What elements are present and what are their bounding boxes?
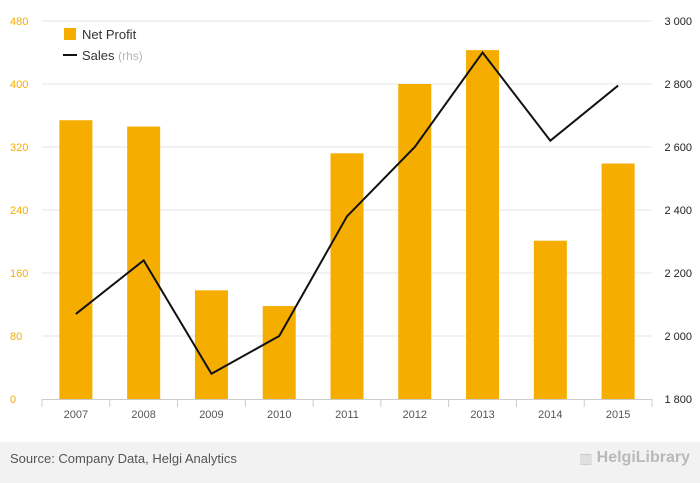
y-right-tick-label: 2 200 — [664, 268, 692, 280]
bar — [533, 240, 567, 399]
x-tick-label: 2014 — [538, 409, 562, 421]
y-right-tick-label: 2 000 — [664, 331, 692, 343]
sales-line — [75, 50, 619, 376]
bar — [194, 290, 228, 399]
y-right-tick-label: 2 600 — [664, 142, 692, 154]
y-right-tick-label: 2 400 — [664, 205, 692, 217]
bar — [262, 306, 296, 399]
bar — [59, 120, 93, 399]
brand-name: HelgiLibrary — [596, 449, 690, 466]
x-tick-label: 2009 — [199, 409, 223, 421]
source-text: Source: Company Data, Helgi Analytics — [10, 451, 237, 466]
x-tick-label: 2012 — [403, 409, 427, 421]
legend-swatch-net-profit — [64, 28, 76, 40]
y-right-tick-label: 3 000 — [664, 16, 692, 28]
y-left-tick-label: 0 — [10, 394, 16, 406]
bar — [330, 153, 364, 399]
bar — [127, 126, 161, 400]
source-footer: Source: Company Data, Helgi Analytics ▥ … — [0, 442, 700, 483]
y-left-tick-label: 480 — [10, 16, 28, 28]
library-icon: ▥ — [579, 449, 593, 466]
combo-chart: 0 1 800 80 2 000 160 2 200 240 2 400 320 2 600 400… — [10, 16, 692, 421]
bar — [466, 50, 500, 399]
y-left-tick-label: 240 — [10, 205, 28, 217]
legend-label-net-profit: Net Profit — [82, 27, 137, 42]
y-right-tick-label: 2 800 — [664, 79, 692, 91]
y-left-tick-label: 160 — [10, 268, 28, 280]
legend-label-suffix: (rhs) — [118, 49, 143, 63]
x-tick-label: 2007 — [64, 409, 88, 421]
x-tick-label: 2015 — [606, 409, 630, 421]
legend-label-sales: Sales (rhs) — [82, 48, 143, 63]
x-tick-label: 2013 — [470, 409, 494, 421]
brand-logo: ▥ HelgiLibrary — [579, 449, 690, 467]
y-right-tick-label: 1 800 — [664, 394, 692, 406]
y-left-tick-label: 80 — [10, 331, 22, 343]
y-left-tick-label: 400 — [10, 79, 28, 91]
bar — [601, 163, 635, 399]
x-tick-label: 2011 — [335, 409, 359, 421]
x-tick-label: 2008 — [131, 409, 155, 421]
bar — [398, 84, 432, 399]
x-tick-label: 2010 — [267, 409, 291, 421]
y-left-tick-label: 320 — [10, 142, 28, 154]
